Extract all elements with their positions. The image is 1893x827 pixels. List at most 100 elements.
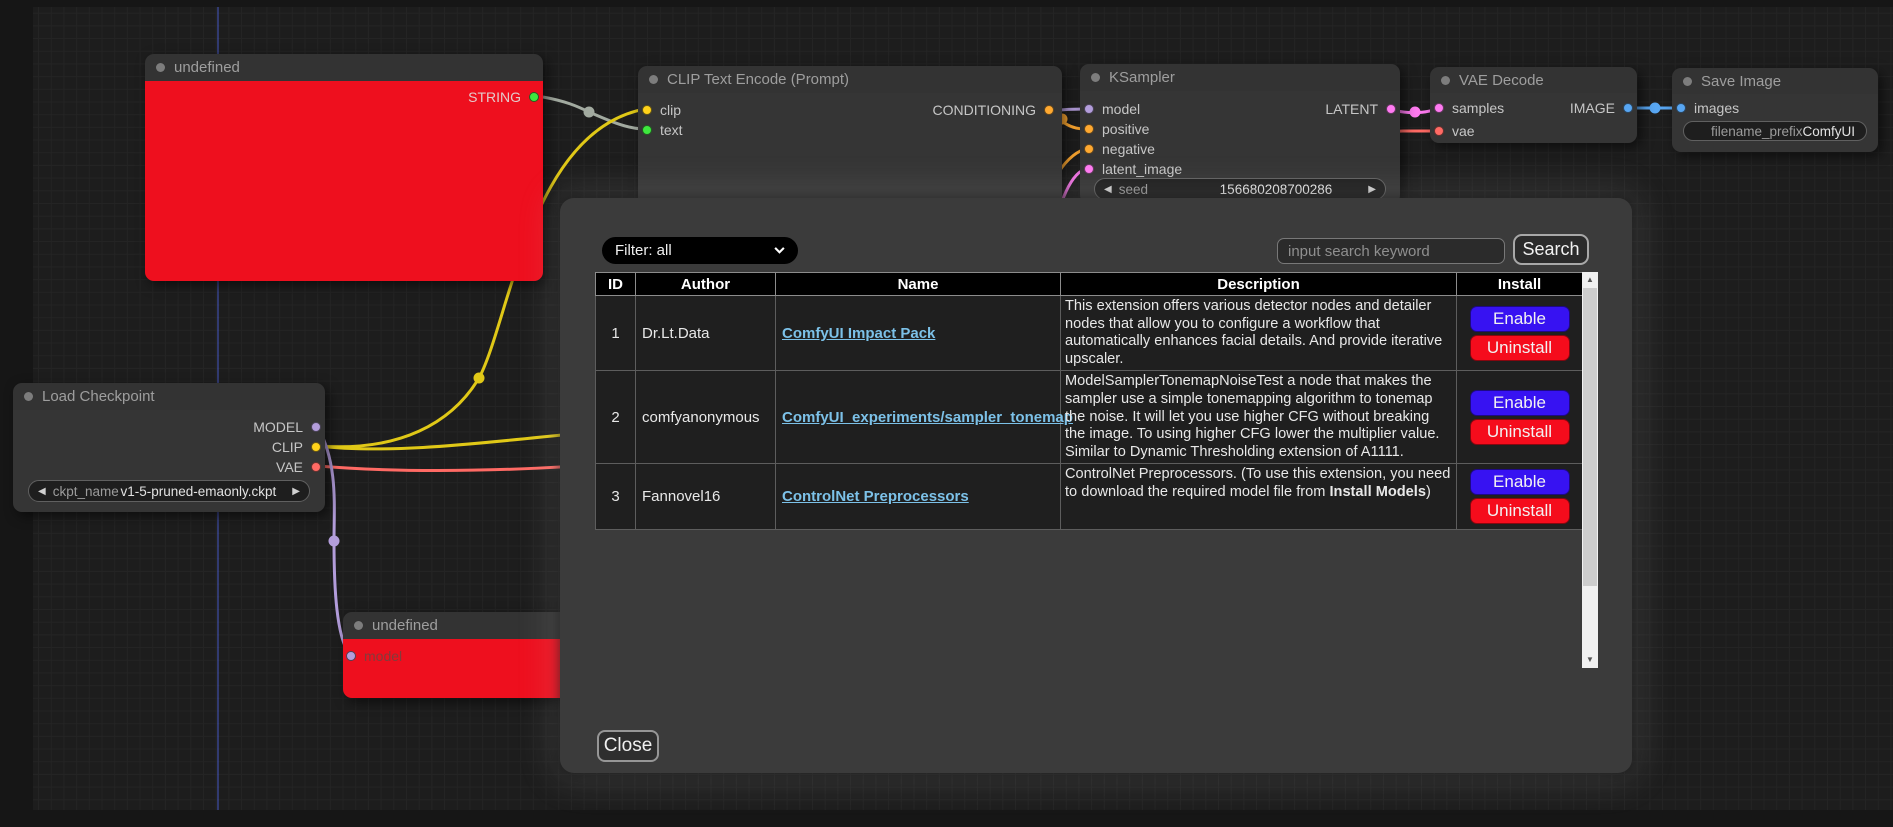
- collapse-dot-icon[interactable]: [24, 392, 33, 401]
- node-load-checkpoint[interactable]: Load Checkpoint MODEL CLIP VAE ◀ ckpt_na…: [13, 383, 325, 512]
- node-undefined-string[interactable]: undefined STRING: [145, 54, 543, 281]
- extension-author: Dr.Lt.Data: [635, 294, 776, 372]
- collapse-dot-icon[interactable]: [1441, 75, 1450, 85]
- model-slot-dot[interactable]: [1084, 104, 1094, 114]
- wire-dot-latent[interactable]: [1409, 106, 1421, 118]
- search-button[interactable]: Search: [1513, 234, 1589, 265]
- node-vae-decode[interactable]: VAE Decode samples vae IMAGE: [1430, 67, 1637, 143]
- uninstall-button[interactable]: Uninstall: [1469, 498, 1570, 525]
- output-slot-image[interactable]: IMAGE: [1570, 100, 1633, 116]
- wire-dot-image[interactable]: [1649, 102, 1661, 114]
- output-slot-vae[interactable]: VAE: [276, 459, 321, 475]
- table-scrollbar[interactable]: ▲ ▼: [1582, 272, 1598, 668]
- extension-table: ID Author Name Description Install 1 Dr.…: [595, 272, 1583, 531]
- vae-slot-dot[interactable]: [1434, 126, 1444, 136]
- search-input[interactable]: [1277, 238, 1505, 264]
- vae-slot-dot[interactable]: [311, 462, 321, 472]
- slot-label: LATENT: [1325, 101, 1378, 117]
- positive-slot-dot[interactable]: [1084, 124, 1094, 134]
- node-body: images filename_prefix ComfyUI: [1672, 94, 1878, 152]
- images-slot-dot[interactable]: [1676, 103, 1686, 113]
- extension-link[interactable]: ControlNet Preprocessors: [782, 488, 969, 506]
- seed-widget[interactable]: ◀ seed 156680208700286 ▶: [1094, 178, 1386, 200]
- node-body: model positive negative latent_image LAT…: [1080, 91, 1400, 204]
- node-title-bar[interactable]: Load Checkpoint: [13, 383, 325, 410]
- model-slot-dot[interactable]: [311, 422, 321, 432]
- input-slot-latent-image[interactable]: latent_image: [1084, 161, 1182, 177]
- input-slot-negative[interactable]: negative: [1084, 141, 1155, 157]
- text-slot-dot[interactable]: [642, 125, 652, 135]
- model-slot-dot[interactable]: [346, 651, 356, 661]
- input-slot-positive[interactable]: positive: [1084, 121, 1149, 137]
- uninstall-button[interactable]: Uninstall: [1469, 418, 1570, 445]
- clip-slot-dot[interactable]: [311, 442, 321, 452]
- input-slot-vae[interactable]: vae: [1434, 123, 1475, 139]
- extension-manager-dialog: Filter: all Search ID Author Name Descri…: [560, 198, 1632, 773]
- input-slot-model[interactable]: model: [1084, 101, 1140, 117]
- seed-value[interactable]: 156680208700286: [1219, 181, 1333, 197]
- extension-link[interactable]: ComfyUI Impact Pack: [782, 324, 936, 342]
- input-slot-clip[interactable]: clip: [642, 102, 681, 118]
- scrollbar-thumb[interactable]: [1583, 288, 1597, 586]
- collapse-dot-icon[interactable]: [649, 75, 658, 84]
- ckpt-name-widget[interactable]: ◀ ckpt_name v1-5-pruned-emaonly.ckpt ▶: [28, 480, 310, 502]
- seed-increment-arrow-icon[interactable]: ▶: [1368, 183, 1376, 195]
- input-slot-samples[interactable]: samples: [1434, 100, 1504, 116]
- latent-image-slot-dot[interactable]: [1084, 164, 1094, 174]
- latent-slot-dot[interactable]: [1386, 104, 1396, 114]
- collapse-dot-icon[interactable]: [354, 621, 363, 630]
- close-button[interactable]: Close: [597, 730, 659, 762]
- slot-label: clip: [660, 102, 682, 118]
- string-slot-dot[interactable]: [529, 92, 539, 102]
- collapse-dot-icon[interactable]: [156, 63, 165, 72]
- node-ksampler[interactable]: KSampler model positive negative latent_…: [1080, 64, 1400, 204]
- node-title-bar[interactable]: CLIP Text Encode (Prompt): [638, 66, 1062, 93]
- output-slot-model[interactable]: MODEL: [253, 419, 321, 435]
- description-bold-text: Install Models: [1329, 483, 1426, 500]
- extension-row: 1 Dr.Lt.Data ComfyUI Impact Pack This ex…: [595, 294, 1583, 372]
- table-header-row: ID Author Name Description Install: [595, 272, 1583, 296]
- col-header-author: Author: [635, 272, 776, 296]
- scroll-up-arrow-icon[interactable]: ▲: [1582, 272, 1598, 288]
- negative-slot-dot[interactable]: [1084, 144, 1094, 154]
- node-title-bar[interactable]: KSampler: [1080, 64, 1400, 91]
- node-clip-text-encode[interactable]: CLIP Text Encode (Prompt) clip text COND…: [638, 66, 1062, 211]
- enable-button[interactable]: Enable: [1469, 305, 1570, 332]
- scroll-down-arrow-icon[interactable]: ▼: [1582, 652, 1598, 668]
- seed-decrement-arrow-icon[interactable]: ◀: [1104, 183, 1112, 195]
- wire-dot-clip[interactable]: [473, 372, 485, 384]
- filename-prefix-value[interactable]: ComfyUI: [1802, 123, 1856, 139]
- output-slot-latent[interactable]: LATENT: [1325, 101, 1396, 117]
- conditioning-slot-dot[interactable]: [1044, 105, 1054, 115]
- description-text: ): [1425, 483, 1431, 500]
- col-header-description: Description: [1060, 272, 1457, 296]
- ckpt-next-arrow-icon[interactable]: ▶: [292, 485, 300, 497]
- output-slot-conditioning[interactable]: CONDITIONING: [933, 102, 1054, 118]
- output-slot-string[interactable]: STRING: [468, 89, 539, 105]
- uninstall-button[interactable]: Uninstall: [1469, 334, 1570, 361]
- node-title-bar[interactable]: undefined: [145, 54, 543, 81]
- node-title-bar[interactable]: VAE Decode: [1430, 67, 1637, 93]
- input-slot-model[interactable]: model: [346, 648, 402, 664]
- clip-slot-dot[interactable]: [642, 105, 652, 115]
- collapse-dot-icon[interactable]: [1091, 73, 1100, 82]
- filter-select[interactable]: Filter: all: [602, 237, 798, 264]
- filename-prefix-widget[interactable]: filename_prefix ComfyUI: [1683, 121, 1867, 141]
- extension-link[interactable]: ComfyUI_experiments/sampler_tonemap: [782, 408, 1073, 426]
- wire-dot-string[interactable]: [583, 106, 595, 118]
- input-slot-text[interactable]: text: [642, 122, 683, 138]
- extension-id: 1: [595, 294, 636, 372]
- output-slot-clip[interactable]: CLIP: [272, 439, 321, 455]
- image-slot-dot[interactable]: [1623, 103, 1633, 113]
- samples-slot-dot[interactable]: [1434, 103, 1444, 113]
- enable-button[interactable]: Enable: [1469, 389, 1570, 416]
- ckpt-name-value[interactable]: v1-5-pruned-emaonly.ckpt: [120, 483, 277, 499]
- enable-button[interactable]: Enable: [1469, 469, 1570, 496]
- ckpt-prev-arrow-icon[interactable]: ◀: [38, 485, 46, 497]
- collapse-dot-icon[interactable]: [1683, 76, 1692, 86]
- input-slot-images[interactable]: images: [1676, 100, 1739, 116]
- node-save-image[interactable]: Save Image images filename_prefix ComfyU…: [1672, 68, 1878, 152]
- wire-dot-model[interactable]: [328, 535, 340, 547]
- node-title-bar[interactable]: Save Image: [1672, 68, 1878, 94]
- canvas-edge-bottom: [0, 810, 1893, 827]
